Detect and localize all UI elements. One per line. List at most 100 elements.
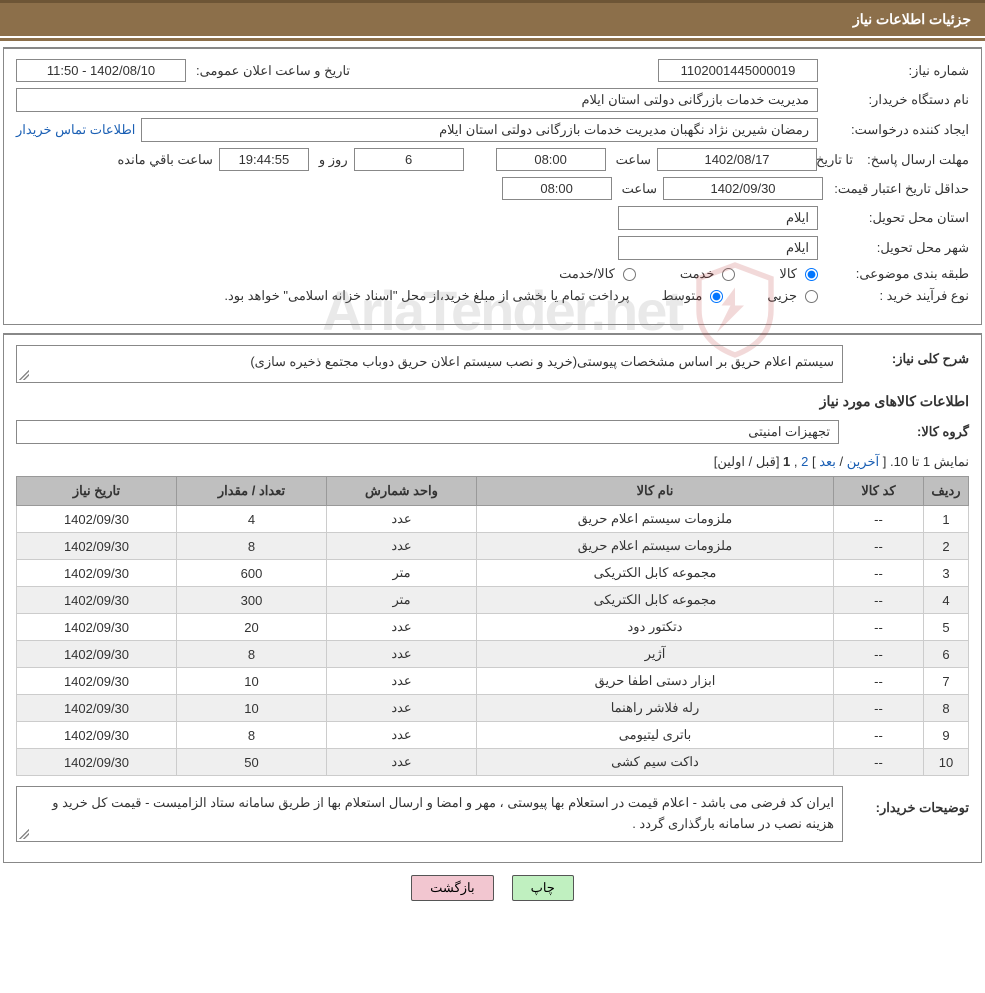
cell-date: 1402/09/30	[17, 695, 177, 722]
table-row: 1--ملزومات سیستم اعلام حریقعدد41402/09/3…	[17, 506, 969, 533]
buyer-notes-label: توضیحات خریدار:	[849, 786, 969, 816]
row-buyer-org: نام دستگاه خریدار: مدیریت خدمات بازرگانی…	[16, 88, 969, 112]
cell-qty: 8	[177, 641, 327, 668]
th-unit: واحد شمارش	[327, 477, 477, 506]
cell-qty: 10	[177, 695, 327, 722]
table-row: 5--دتکتور دودعدد201402/09/30	[17, 614, 969, 641]
resize-handle-icon[interactable]	[19, 370, 29, 380]
table-row: 4--مجموعه کابل الکتریکیمتر3001402/09/30	[17, 587, 969, 614]
cell-unit: عدد	[327, 749, 477, 776]
cell-code: --	[834, 722, 924, 749]
cell-unit: عدد	[327, 614, 477, 641]
th-qty: تعداد / مقدار	[177, 477, 327, 506]
cell-date: 1402/09/30	[17, 506, 177, 533]
cell-qty: 300	[177, 587, 327, 614]
radio-partial-label: جزیی	[763, 288, 797, 304]
cell-unit: متر	[327, 560, 477, 587]
resize-handle-icon[interactable]	[19, 829, 29, 839]
header-divider	[0, 38, 985, 41]
radio-goods[interactable]	[805, 268, 818, 281]
pager-page-2[interactable]: 2	[801, 454, 808, 469]
cell-date: 1402/09/30	[17, 587, 177, 614]
cell-name: باتری لیتیومی	[477, 722, 834, 749]
cell-qty: 20	[177, 614, 327, 641]
cell-unit: عدد	[327, 641, 477, 668]
category-label: طبقه بندی موضوعی:	[824, 266, 969, 282]
validity-time: 08:00	[502, 177, 612, 200]
city-label: شهر محل تحویل:	[824, 240, 969, 256]
cell-code: --	[834, 749, 924, 776]
buyer-contact-link[interactable]: اطلاعات تماس خریدار	[16, 122, 135, 138]
row-city: شهر محل تحویل: ايلام	[16, 236, 969, 260]
cell-row: 8	[924, 695, 969, 722]
process-label: نوع فرآیند خرید :	[824, 288, 969, 304]
cell-code: --	[834, 587, 924, 614]
cell-unit: متر	[327, 587, 477, 614]
radio-partial[interactable]	[805, 290, 818, 303]
buyer-org-value: مدیریت خدمات بازرگانی دولتی استان ایلام	[16, 88, 818, 112]
cell-code: --	[834, 668, 924, 695]
request-no-value: 1102001445000019	[658, 59, 818, 82]
overview-content: سیستم اعلام حریق بر اساس مشخصات پیوستی(خ…	[250, 354, 834, 369]
creator-label: ایجاد کننده درخواست:	[824, 122, 969, 138]
cell-code: --	[834, 641, 924, 668]
row-buyer-notes: توضیحات خریدار: ایران کد فرضی می باشد - …	[16, 786, 969, 842]
pager-after[interactable]: بعد	[819, 454, 836, 469]
buyer-org-label: نام دستگاه خریدار:	[824, 92, 969, 108]
th-row: ردیف	[924, 477, 969, 506]
creator-value: رمضان شیرین نژاد نگهبان مدیریت خدمات باز…	[141, 118, 818, 142]
radio-service[interactable]	[722, 268, 735, 281]
time-left-label: ساعت باقي مانده	[113, 152, 212, 168]
row-overview: شرح کلی نیاز: سیستم اعلام حریق بر اساس م…	[16, 345, 969, 383]
deadline-time: 08:00	[496, 148, 606, 171]
request-no-label: شماره نیاز:	[824, 63, 969, 79]
table-row: 9--باتری لیتیومیعدد81402/09/30	[17, 722, 969, 749]
validity-label: حداقل تاریخ اعتبار قیمت:	[829, 181, 969, 197]
radio-goods-label: کالا	[775, 266, 797, 282]
details-panel: شماره نیاز: 1102001445000019 تاریخ و ساع…	[3, 47, 982, 325]
cell-unit: عدد	[327, 722, 477, 749]
cell-qty: 8	[177, 533, 327, 560]
cell-qty: 10	[177, 668, 327, 695]
cell-name: دتکتور دود	[477, 614, 834, 641]
cell-name: ملزومات سیستم اعلام حریق	[477, 533, 834, 560]
back-button[interactable]: بازگشت	[411, 875, 493, 901]
days-and-label: روز و	[315, 152, 348, 168]
cell-name: مجموعه کابل الکتریکی	[477, 587, 834, 614]
cell-row: 5	[924, 614, 969, 641]
time-label-2: ساعت	[618, 181, 657, 197]
cell-name: رله فلاشر راهنما	[477, 695, 834, 722]
deadline-label: مهلت ارسال پاسخ:	[859, 152, 969, 168]
pager-prev: قبل	[756, 454, 776, 469]
validity-date: 1402/09/30	[663, 177, 823, 200]
pager-range: نمایش 1 تا 10.	[890, 454, 969, 469]
buyer-notes-text: ایران کد فرضی می باشد - اعلام قیمت در اس…	[52, 795, 834, 831]
th-date: تاریخ نیاز	[17, 477, 177, 506]
row-request-no: شماره نیاز: 1102001445000019 تاریخ و ساع…	[16, 59, 969, 82]
cell-date: 1402/09/30	[17, 668, 177, 695]
cell-name: آژیر	[477, 641, 834, 668]
print-button[interactable]: چاپ	[512, 875, 574, 901]
cell-row: 10	[924, 749, 969, 776]
city-value: ايلام	[618, 236, 818, 260]
page-title-bar: جزئیات اطلاعات نیاز	[0, 0, 985, 36]
cell-unit: عدد	[327, 533, 477, 560]
row-group: گروه کالا: تجهیزات امنیتی	[16, 420, 969, 444]
row-validity: حداقل تاریخ اعتبار قیمت: تا تاریخ: 1402/…	[16, 177, 969, 200]
province-label: استان محل تحویل:	[824, 210, 969, 226]
cell-row: 2	[924, 533, 969, 560]
cell-code: --	[834, 560, 924, 587]
pager-last[interactable]: آخرین	[847, 454, 879, 469]
cell-code: --	[834, 695, 924, 722]
radio-medium[interactable]	[710, 290, 723, 303]
items-table: ردیف کد کالا نام کالا واحد شمارش تعداد /…	[16, 476, 969, 776]
table-row: 3--مجموعه کابل الکتریکیمتر6001402/09/30	[17, 560, 969, 587]
cell-name: ابزار دستی اطفا حریق	[477, 668, 834, 695]
row-process-type: نوع فرآیند خرید : جزیی متوسط پرداخت تمام…	[16, 288, 969, 304]
radio-service-label: خدمت	[676, 266, 715, 282]
cell-qty: 600	[177, 560, 327, 587]
deadline-date: 1402/08/17	[657, 148, 817, 171]
cell-code: --	[834, 533, 924, 560]
radio-goods-service[interactable]	[623, 268, 636, 281]
until-label-1: تا تاریخ:	[823, 152, 853, 168]
